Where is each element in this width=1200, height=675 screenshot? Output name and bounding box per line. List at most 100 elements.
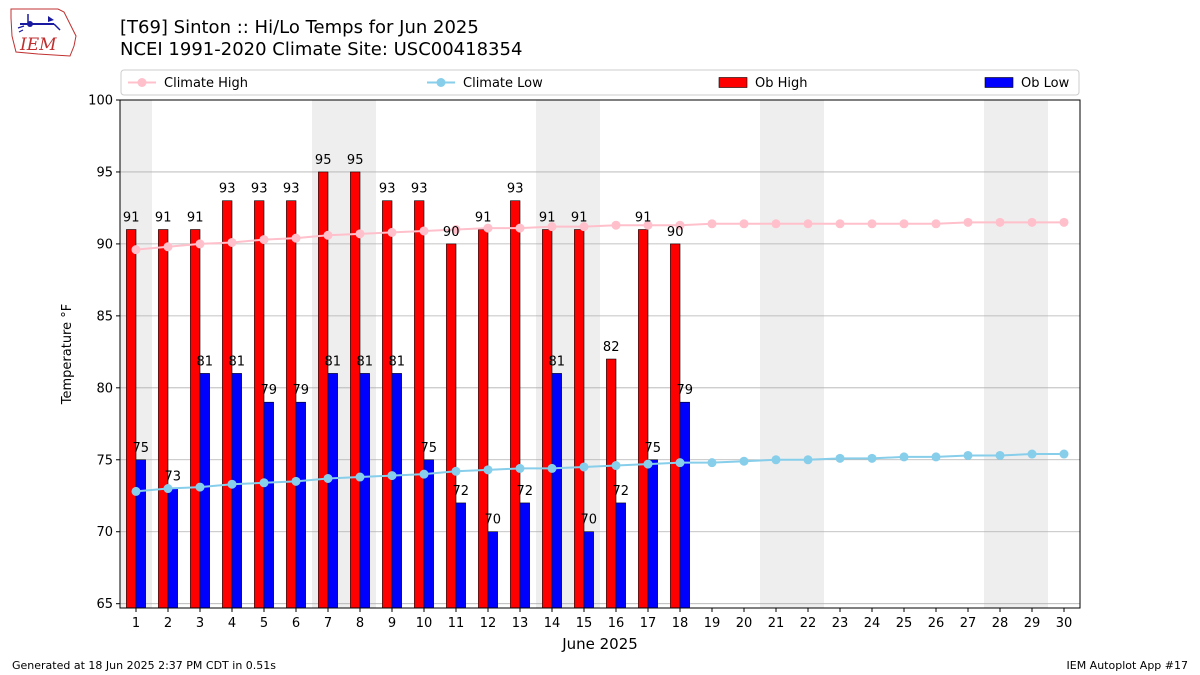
y-gridlines bbox=[120, 99, 1080, 605]
ob-low-bar-10 bbox=[423, 459, 434, 609]
ob-high-label-14: 91 bbox=[539, 211, 556, 226]
ob-low-bar-18 bbox=[679, 401, 690, 609]
climate-low-point-19 bbox=[707, 458, 717, 468]
climate-low-point-7 bbox=[323, 473, 333, 483]
climate-lines bbox=[131, 217, 1069, 496]
climate-high-point-11 bbox=[451, 225, 461, 235]
app-credit: IEM Autoplot App #17 bbox=[1066, 659, 1189, 672]
x-tick-label-21: 21 bbox=[768, 616, 785, 631]
climate-low-point-20 bbox=[739, 456, 749, 466]
ob-high-bar-15 bbox=[574, 229, 585, 609]
plot-frame bbox=[119, 99, 1081, 609]
ob-low-label-8: 81 bbox=[357, 354, 374, 369]
logo-text: IEM bbox=[19, 35, 57, 55]
climate-high-point-10 bbox=[419, 226, 429, 236]
climate-high-point-5 bbox=[259, 235, 269, 245]
climate-high-point-1 bbox=[131, 245, 141, 255]
ob-high-label-1: 91 bbox=[123, 211, 140, 226]
weekend-band-21 bbox=[760, 100, 792, 608]
ob-high-label-2: 91 bbox=[155, 211, 172, 226]
weekend-band-29 bbox=[1016, 100, 1048, 608]
y-tick-label-100: 100 bbox=[88, 94, 113, 109]
ob-low-bar-5 bbox=[263, 401, 274, 609]
legend-swatch-ob-high bbox=[718, 77, 748, 88]
legend-swatch-ob-low bbox=[984, 77, 1014, 88]
ob-low-bar-14 bbox=[551, 373, 562, 609]
ob-low-bar-11 bbox=[455, 502, 466, 609]
x-tick-label-27: 27 bbox=[960, 616, 977, 631]
ob-low-label-13: 72 bbox=[517, 484, 534, 499]
ob-low-bar-16 bbox=[615, 502, 626, 609]
ob-high-label-15: 91 bbox=[571, 211, 588, 226]
climate-low-point-3 bbox=[195, 482, 205, 492]
ob-low-label-12: 70 bbox=[485, 513, 502, 528]
ob-low-bar-7 bbox=[327, 373, 338, 609]
ob-high-label-16: 82 bbox=[603, 340, 620, 355]
climate-high-point-29 bbox=[1027, 217, 1037, 227]
ob-high-label-7: 95 bbox=[315, 153, 332, 168]
ob-high-label-4: 93 bbox=[219, 182, 236, 197]
climate-high-point-4 bbox=[227, 237, 237, 247]
x-tick-label-17: 17 bbox=[640, 616, 657, 631]
ob-low-label-10: 75 bbox=[421, 441, 438, 456]
x-tick-label-23: 23 bbox=[832, 616, 849, 631]
x-axis-label: June 2025 bbox=[561, 635, 638, 653]
climate-low-point-4 bbox=[227, 479, 237, 489]
ob-high-bar-9 bbox=[382, 200, 393, 609]
climate-high-point-26 bbox=[931, 219, 941, 229]
ob-high-label-13: 93 bbox=[507, 182, 524, 197]
climate-low-point-1 bbox=[131, 486, 141, 496]
climate-low-point-26 bbox=[931, 452, 941, 462]
x-tick-label-16: 16 bbox=[608, 616, 625, 631]
x-tick-label-3: 3 bbox=[196, 616, 204, 631]
climate-low-point-22 bbox=[803, 455, 813, 465]
y-axis-label: Temperature °F bbox=[60, 304, 75, 405]
climate-low-point-11 bbox=[451, 466, 461, 476]
climate-low-point-28 bbox=[995, 450, 1005, 460]
x-tick-label-14: 14 bbox=[544, 616, 561, 631]
ob-high-label-9: 93 bbox=[379, 182, 396, 197]
ob-low-label-16: 72 bbox=[613, 484, 630, 499]
x-tick-label-25: 25 bbox=[896, 616, 913, 631]
ob-high-bar-1 bbox=[126, 229, 137, 609]
x-tick-label-15: 15 bbox=[576, 616, 593, 631]
y-tick-label-85: 85 bbox=[96, 309, 113, 324]
legend-label-climate-high: Climate High bbox=[164, 76, 248, 91]
weekend-band-22 bbox=[792, 100, 824, 608]
climate-high-point-24 bbox=[867, 219, 877, 229]
x-tick-label-19: 19 bbox=[704, 616, 721, 631]
ob-low-label-15: 70 bbox=[581, 513, 598, 528]
ob-high-bar-10 bbox=[414, 200, 425, 609]
climate-high-point-30 bbox=[1059, 217, 1069, 227]
x-tick-label-8: 8 bbox=[356, 616, 364, 631]
ob-low-label-1: 75 bbox=[133, 441, 150, 456]
climate-high-point-9 bbox=[387, 227, 397, 237]
ob-low-label-4: 81 bbox=[229, 354, 246, 369]
y-tick-label-75: 75 bbox=[96, 453, 113, 468]
climate-high-point-17 bbox=[643, 220, 653, 230]
x-tick-label-7: 7 bbox=[324, 616, 332, 631]
x-tick-label-4: 4 bbox=[228, 616, 236, 631]
climate-low-point-2 bbox=[163, 484, 173, 494]
ob-low-bar-15 bbox=[583, 531, 594, 609]
ob-high-label-8: 95 bbox=[347, 153, 364, 168]
x-tick-label-26: 26 bbox=[928, 616, 945, 631]
climate-low-point-17 bbox=[643, 459, 653, 469]
ob-high-bar-13 bbox=[510, 200, 521, 609]
ob-high-bar-17 bbox=[638, 229, 649, 609]
climate-low-point-15 bbox=[579, 462, 589, 472]
x-tick-label-20: 20 bbox=[736, 616, 753, 631]
climate-high-point-28 bbox=[995, 217, 1005, 227]
climate-high-point-27 bbox=[963, 217, 973, 227]
y-tick-label-95: 95 bbox=[96, 165, 113, 180]
y-tick-label-65: 65 bbox=[96, 597, 113, 612]
x-tick-label-12: 12 bbox=[480, 616, 497, 631]
ob-low-bar-9 bbox=[391, 373, 402, 609]
ob-low-bar-13 bbox=[519, 502, 530, 609]
climate-low-point-10 bbox=[419, 469, 429, 479]
climate-low-point-25 bbox=[899, 452, 909, 462]
ob-low-label-5: 79 bbox=[261, 383, 278, 398]
climate-low-point-8 bbox=[355, 472, 365, 482]
climate-low-point-30 bbox=[1059, 449, 1069, 459]
